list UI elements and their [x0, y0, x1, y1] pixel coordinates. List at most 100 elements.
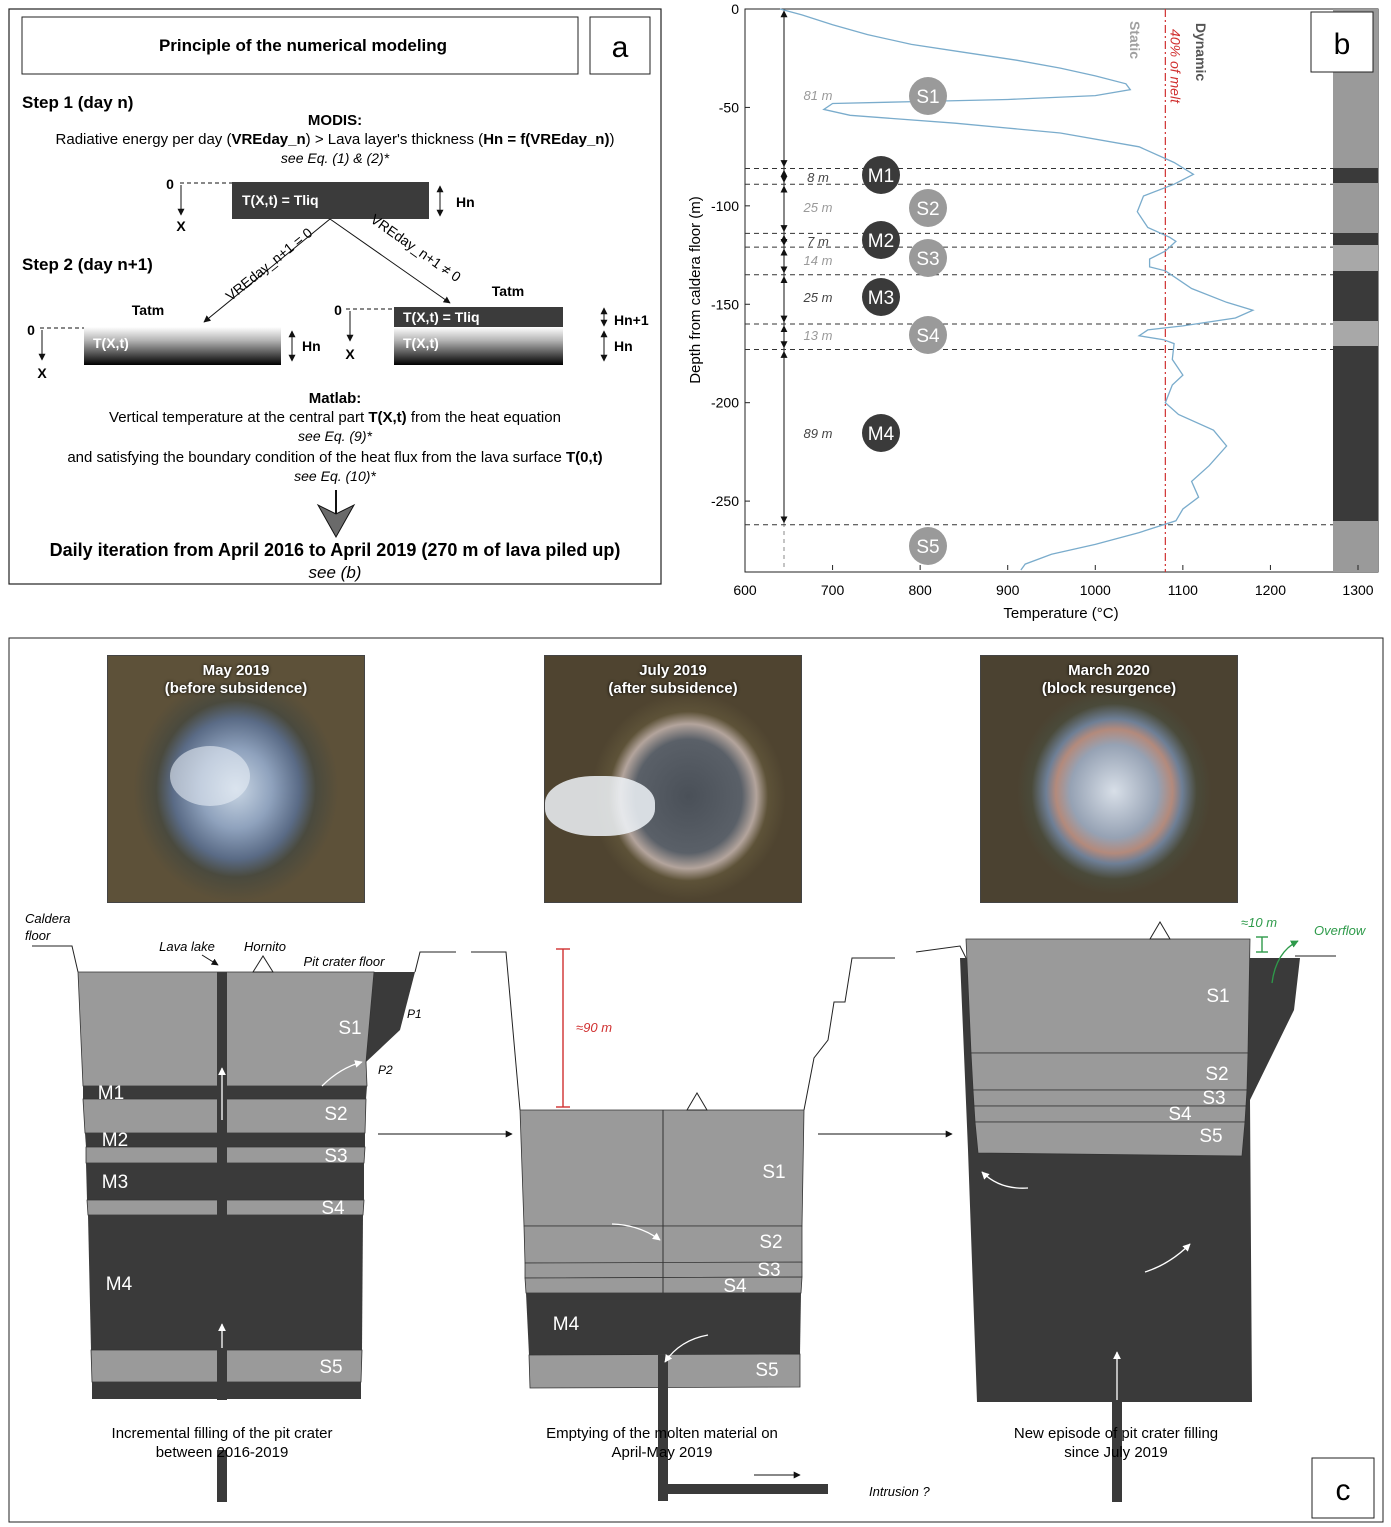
x-tick-label: 800 [908, 582, 932, 598]
x-tick-label: 1300 [1342, 582, 1373, 598]
y-axis-label: Depth from caldera floor (m) [687, 196, 704, 384]
photo-march-2020: March 2020 (block resurgence) [980, 655, 1238, 903]
y-tick-label: -200 [711, 395, 739, 411]
step1-zero: 0 [166, 176, 174, 192]
x-tick-label: 900 [996, 582, 1020, 598]
step2-right-new-layer-label: T(X,t) = Tliq [403, 309, 480, 325]
y-tick-label: -100 [711, 198, 739, 214]
left-label-m4: M4 [106, 1274, 133, 1295]
melt-threshold-label: 40% of melt [1167, 29, 1183, 104]
step2-left-zero: 0 [27, 322, 35, 338]
photo-may-subtitle: (before subsidence) [165, 680, 308, 697]
tatm-left: Tatm [132, 302, 164, 318]
litho-s4 [1333, 321, 1378, 346]
x-tick-label: 700 [821, 582, 845, 598]
photo-march-subtitle: (block resurgence) [1042, 680, 1176, 697]
thickness-m2: 7 m [807, 234, 829, 249]
mid-label-s5: S5 [755, 1360, 778, 1381]
see-eq-9: see Eq. (9)* [298, 428, 372, 444]
see-b: see (b) [309, 563, 362, 582]
y-tick-label: -150 [711, 296, 739, 312]
thickness-m1: 8 m [807, 170, 829, 185]
photo-july-subtitle: (after subsidence) [608, 680, 737, 697]
x-tick-label: 1100 [1168, 582, 1198, 598]
litho-m4 [1333, 346, 1378, 521]
step1-hn: Hn [456, 194, 475, 210]
overflow-label: Overflow [1314, 923, 1367, 938]
panel-c-letter: c [1336, 1474, 1351, 1507]
pit-crater-floor-label: Pit crater floor [304, 954, 386, 969]
step2-right-x: X [345, 346, 355, 362]
litho-m2 [1333, 233, 1378, 247]
plot-area [745, 9, 1378, 572]
badge-s4-label: S4 [916, 326, 940, 347]
x-tick-label: 1000 [1080, 582, 1111, 598]
tatm-right: Tatm [492, 283, 524, 299]
badge-s1-label: S1 [916, 87, 939, 108]
matlab-line2: and satisfying the boundary condition of… [67, 449, 602, 466]
caldera-floor-label-2: floor [25, 928, 51, 943]
drop-label: ≈90 m [576, 1020, 612, 1035]
photo-march-title: March 2020 [1068, 662, 1150, 679]
left-label-s1: S1 [338, 1018, 361, 1039]
mid-label-s1: S1 [762, 1162, 785, 1183]
left-label-m2: M2 [102, 1130, 128, 1151]
step2-right-layer-label: T(X,t) [403, 335, 439, 351]
step2-right-hn: Hn [614, 338, 633, 354]
x-tick-label: 600 [733, 582, 757, 598]
thickness-m4: 89 m [804, 426, 833, 441]
thickness-s2: 25 m [803, 200, 833, 215]
rise-label: ≈10 m [1241, 915, 1277, 930]
mid-label-s4: S4 [723, 1276, 747, 1297]
panel-b-letter: b [1334, 28, 1351, 61]
mid-label-s3: S3 [757, 1260, 780, 1281]
left-label-s4: S4 [321, 1198, 345, 1219]
y-axis: 0 -50 -100 -150 -200 -250 [711, 1, 750, 509]
panel-a: Principle of the numerical modeling a St… [9, 9, 661, 584]
photo-july-2019: July 2019 (after subsidence) [544, 655, 802, 903]
caption-mid-1: Emptying of the molten material on [546, 1425, 778, 1442]
modis-head: MODIS: [308, 112, 362, 129]
step2-right-zero: 0 [334, 302, 342, 318]
badge-m1-label: M1 [868, 166, 894, 187]
x-axis-label: Temperature (°C) [1003, 605, 1118, 622]
right-label-s4: S4 [1168, 1104, 1192, 1125]
step1-x: X [176, 218, 186, 234]
badge-m3-label: M3 [868, 288, 894, 309]
hornito-label: Hornito [244, 939, 286, 954]
step2-label: Step 2 (day n+1) [22, 255, 153, 274]
modis-line: Radiative energy per day (VREday_n) > La… [56, 131, 615, 148]
caption-mid-2: April-May 2019 [612, 1444, 713, 1461]
daily-iteration: Daily iteration from April 2016 to April… [50, 540, 621, 560]
mid-intrusion-sill [658, 1484, 828, 1494]
litho-s3 [1333, 245, 1378, 271]
matlab-head: Matlab: [309, 390, 362, 407]
lithology-column [1333, 9, 1378, 572]
step2-left-layer-label: T(X,t) [93, 335, 129, 351]
mid-label-m4: M4 [553, 1314, 580, 1335]
p2-label: P2 [378, 1063, 393, 1077]
x-tick-label: 1200 [1255, 582, 1286, 598]
see-eq-1-2: see Eq. (1) & (2)* [281, 150, 390, 166]
lava-lake-label: Lava lake [159, 939, 215, 954]
right-label-s5: S5 [1199, 1126, 1222, 1147]
y-tick-label: -50 [719, 99, 739, 115]
photo-july-title: July 2019 [639, 662, 707, 679]
left-label-m1: M1 [98, 1083, 124, 1104]
matlab-line1: Vertical temperature at the central part… [109, 409, 561, 426]
badge-s3-label: S3 [916, 249, 939, 270]
right-label-s3: S3 [1202, 1088, 1225, 1109]
panel-b: 40% of melt Static Dynamic 81 m S1 8 m M… [687, 1, 1378, 622]
static-label: Static [1127, 21, 1143, 59]
litho-m3 [1333, 271, 1378, 321]
step2-left-hn: Hn [302, 338, 321, 354]
step2-left-x: X [37, 365, 47, 381]
badge-s2-label: S2 [916, 199, 939, 220]
badge-m4-label: M4 [868, 424, 895, 445]
right-label-s1: S1 [1206, 986, 1229, 1007]
caption-left-1: Incremental filling of the pit crater [112, 1425, 333, 1442]
caldera-floor-label-1: Caldera [25, 911, 71, 926]
photo-may-title: May 2019 [203, 662, 270, 679]
caption-right-2: since July 2019 [1064, 1444, 1167, 1461]
step1-layer-label: T(X,t) = Tliq [242, 192, 319, 208]
